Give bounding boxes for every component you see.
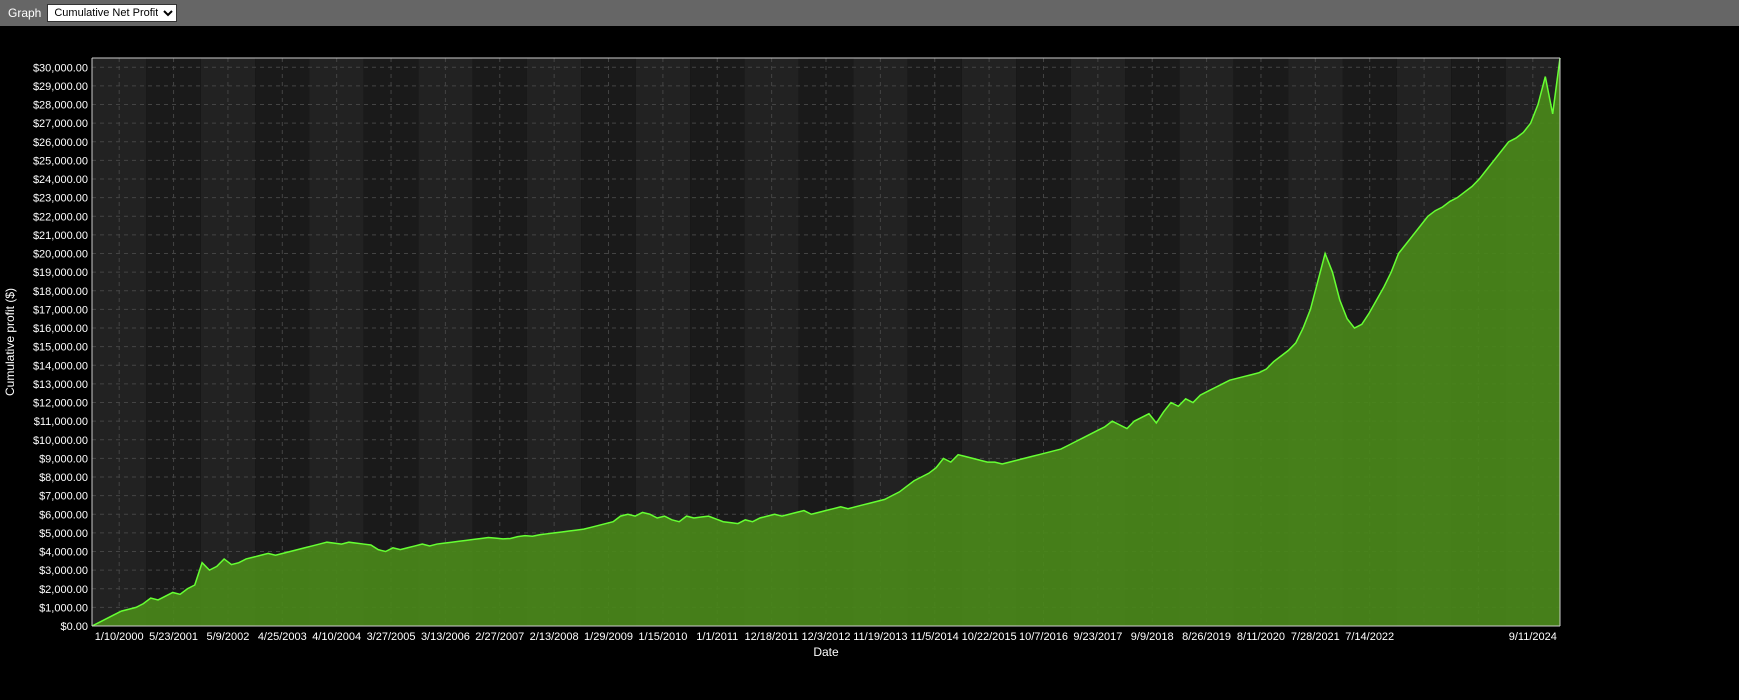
y-tick-label: $30,000.00 [33,62,88,74]
y-tick-label: $5,000.00 [39,528,88,540]
y-tick-label: $29,000.00 [33,81,88,93]
x-tick-label: 3/27/2005 [367,631,416,643]
y-tick-label: $11,000.00 [34,416,88,428]
y-tick-label: $9,000.00 [39,453,88,465]
y-tick-label: $16,000.00 [33,323,88,335]
y-tick-label: $23,000.00 [33,193,88,205]
y-tick-label: $26,000.00 [33,137,88,149]
y-tick-label: $6,000.00 [39,509,88,521]
x-tick-label: 8/26/2019 [1182,631,1231,643]
y-tick-label: $22,000.00 [33,211,88,223]
y-tick-label: $27,000.00 [33,118,88,130]
x-tick-label: 4/25/2003 [258,631,307,643]
x-axis-label: Date [813,645,839,659]
graph-type-select[interactable]: Cumulative Net Profit [47,4,177,22]
y-tick-label: $3,000.00 [39,565,88,577]
y-tick-label: $18,000.00 [33,286,88,298]
x-tick-label: 11/5/2014 [911,631,959,643]
y-tick-label: $8,000.00 [39,472,88,484]
y-tick-label: $1,000.00 [39,602,88,614]
y-tick-label: $10,000.00 [33,435,88,447]
x-tick-label: 4/10/2004 [312,631,361,643]
y-tick-label: $25,000.00 [33,155,88,167]
y-tick-label: $21,000.00 [33,230,88,242]
x-tick-label: 7/28/2021 [1291,631,1340,643]
x-tick-label: 5/23/2001 [149,631,198,643]
x-tick-label: 12/18/2011 [745,631,799,643]
y-tick-label: $13,000.00 [33,379,88,391]
x-tick-label: 5/9/2002 [207,631,250,643]
x-tick-label: 9/9/2018 [1131,631,1174,643]
x-tick-label: 1/1/2011 [696,631,738,643]
x-tick-label: 3/13/2006 [421,631,470,643]
graph-label: Graph [8,6,41,20]
x-tick-label: 11/19/2013 [853,631,907,643]
x-tick-label: 9/11/2024 [1509,631,1557,643]
y-tick-label: $20,000.00 [33,249,88,261]
x-tick-label: 1/10/2000 [95,631,144,643]
y-tick-label: $7,000.00 [39,491,88,503]
y-tick-label: $17,000.00 [33,304,88,316]
x-tick-label: 10/7/2016 [1019,631,1068,643]
x-tick-label: 1/29/2009 [584,631,633,643]
y-tick-label: $14,000.00 [33,360,88,372]
x-tick-label: 1/15/2010 [638,631,687,643]
cumulative-profit-chart: $0.00 $1,000.00 $2,000.00 $3,000.00 $4,000.0… [0,26,1739,694]
x-tick-label: 10/22/2015 [962,631,1017,643]
x-tick-label: 7/14/2022 [1345,631,1394,643]
y-tick-label: $19,000.00 [33,267,88,279]
y-tick-label: $12,000.00 [33,398,88,410]
chart-container: $0.00 $1,000.00 $2,000.00 $3,000.00 $4,000.0… [0,26,1739,694]
y-tick-label: $4,000.00 [39,547,88,559]
y-tick-label: $24,000.00 [33,174,88,186]
x-tick-label: 8/11/2020 [1237,631,1285,643]
y-axis-label: Cumulative profit ($) [3,288,17,396]
chart-toolbar: Graph Cumulative Net Profit [0,0,1739,26]
y-tick-label: $0.00 [60,621,88,633]
y-tick-label: $15,000.00 [33,342,88,354]
x-tick-label: 12/3/2012 [802,631,851,643]
x-tick-label: 2/27/2007 [475,631,524,643]
y-tick-label: $2,000.00 [39,584,88,596]
x-tick-label: 2/13/2008 [530,631,579,643]
y-tick-label: $28,000.00 [33,100,88,112]
x-tick-label: 9/23/2017 [1073,631,1122,643]
